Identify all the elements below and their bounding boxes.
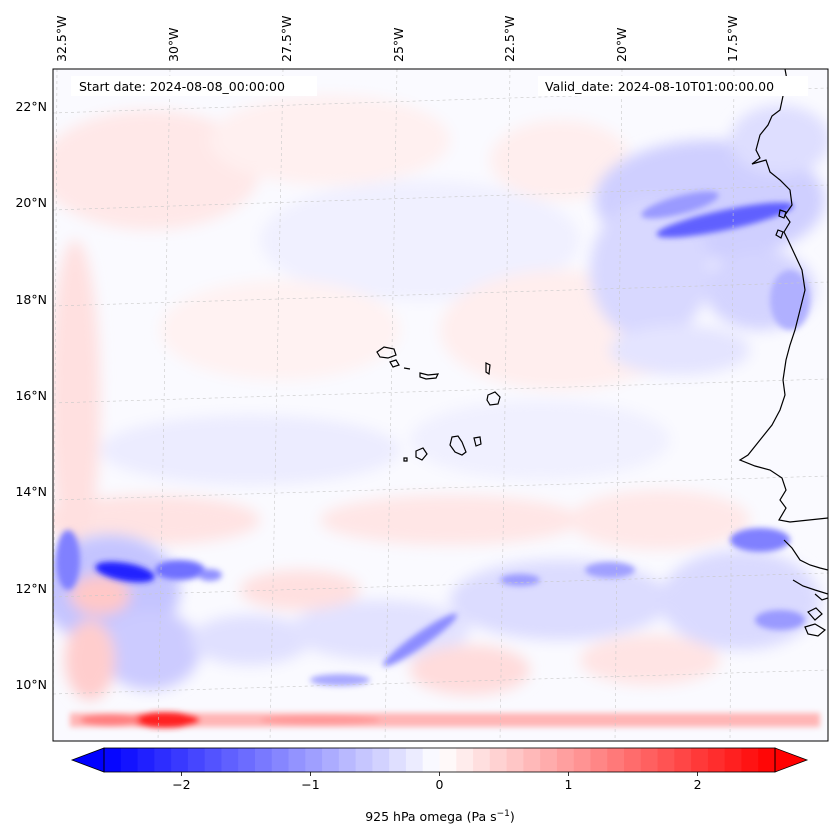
valid-date-label: Valid_date: 2024-08-10T01:00:00.00 <box>545 79 774 94</box>
colorbar-cell <box>154 748 172 772</box>
colorbar-cell <box>724 748 743 772</box>
colorbar-tick-label: −2 <box>172 777 190 792</box>
colorbar-cell <box>556 748 575 772</box>
lon-label: 20°W <box>614 27 629 62</box>
colorbar-cell <box>540 748 558 772</box>
lon-label: 17.5°W <box>725 16 740 62</box>
colorbar-cell <box>372 748 390 772</box>
colorbar-cell <box>104 748 122 772</box>
colorbar-cell <box>590 748 608 772</box>
island-brava <box>403 457 408 462</box>
colorbar-cell <box>137 748 155 772</box>
start-label-box <box>71 76 317 96</box>
colorbar-tick-label: 2 <box>694 777 702 792</box>
colorbar-cell <box>674 748 692 772</box>
island-sao-nicolau <box>419 372 440 380</box>
valid-label-box <box>538 76 808 96</box>
island-sao-vicente <box>389 359 400 368</box>
colorbar-cell <box>305 748 323 772</box>
colorbar-cell <box>607 748 625 772</box>
colorbar-tick-label: 0 <box>436 777 444 792</box>
colorbar-cell <box>758 748 776 772</box>
lon-label: 30°W <box>166 27 181 62</box>
cape-verde-islands <box>376 346 501 462</box>
colorbar-cell <box>741 748 759 772</box>
colorbar-cell <box>322 748 340 772</box>
island-boa-vista <box>486 391 501 406</box>
colorbar-cell <box>389 748 407 772</box>
colorbar-cell <box>120 748 139 772</box>
colorbar-cell <box>439 748 457 772</box>
colorbar: −2 −1 0 1 2 925 hPa omega (Pa s−1) <box>70 747 809 824</box>
map-frame <box>52 68 829 742</box>
island-santo-antao <box>376 346 397 359</box>
colorbar-tick-label: 1 <box>565 777 573 792</box>
colorbar-cell <box>523 748 541 772</box>
omega-field <box>53 95 828 728</box>
lon-label: 27.5°W <box>279 16 294 62</box>
colorbar-cell <box>288 748 306 772</box>
latitude-labels: 22°N 20°N 18°N 16°N 14°N 12°N 10°N <box>15 99 47 692</box>
island-fogo <box>415 447 428 461</box>
island-sal <box>485 362 491 376</box>
west-africa-coastline <box>738 69 828 523</box>
colorbar-cell <box>624 748 642 772</box>
colorbar-cell <box>338 748 357 772</box>
lat-label: 22°N <box>15 99 47 114</box>
colorbar-cell <box>221 748 239 772</box>
colorbar-cell <box>171 748 189 772</box>
island-santa-luzia <box>403 367 411 370</box>
colorbar-cell <box>405 748 424 772</box>
lat-label: 18°N <box>15 292 47 307</box>
colorbar-cell <box>473 748 491 772</box>
colorbar-cell <box>573 748 592 772</box>
colorbar-cell <box>187 748 206 772</box>
graticule <box>53 69 828 741</box>
lon-label: 25°W <box>391 27 406 62</box>
colorbar-cell <box>707 748 726 772</box>
colorbar-cell <box>506 748 524 772</box>
colorbar-cell <box>254 748 273 772</box>
island-santiago <box>449 435 467 456</box>
start-date-label: Start date: 2024-08-08_00:00:00 <box>79 79 285 94</box>
colorbar-ticks: −2 −1 0 1 2 <box>172 772 702 792</box>
lat-label: 10°N <box>15 677 47 692</box>
colorbar-cell <box>489 748 508 772</box>
colorbar-cell <box>204 748 223 772</box>
colorbar-cell <box>238 748 256 772</box>
map-panel[interactable]: Start date: 2024-08-08_00:00:00 Valid_da… <box>40 68 830 742</box>
lat-label: 12°N <box>15 581 47 596</box>
colorbar-extend-min <box>70 747 105 773</box>
longitude-labels: 32.5°W 30°W 27.5°W 25°W 22.5°W 20°W 17.5… <box>54 16 740 62</box>
colorbar-cell <box>422 748 441 772</box>
lon-label: 22.5°W <box>502 16 517 62</box>
colorbar-label: 925 hPa omega (Pa s−1) <box>365 809 515 824</box>
guinea-bissau-coastline <box>783 539 828 571</box>
lat-label: 20°N <box>15 195 47 210</box>
colorbar-tick-label: −1 <box>301 777 319 792</box>
lat-label: 14°N <box>15 484 47 499</box>
colorbar-extend-max <box>774 747 809 773</box>
colorbar-cell <box>657 748 675 772</box>
colorbar-cells <box>104 748 776 772</box>
colorbar-cell <box>456 748 474 772</box>
colorbar-cell <box>691 748 709 772</box>
colorbar-cell <box>640 748 659 772</box>
colorbar-cell <box>271 748 290 772</box>
coastline <box>738 69 828 637</box>
island-maio <box>473 436 482 447</box>
lon-label: 32.5°W <box>54 16 69 62</box>
colorbar-cell <box>355 748 374 772</box>
lat-label: 16°N <box>15 388 47 403</box>
